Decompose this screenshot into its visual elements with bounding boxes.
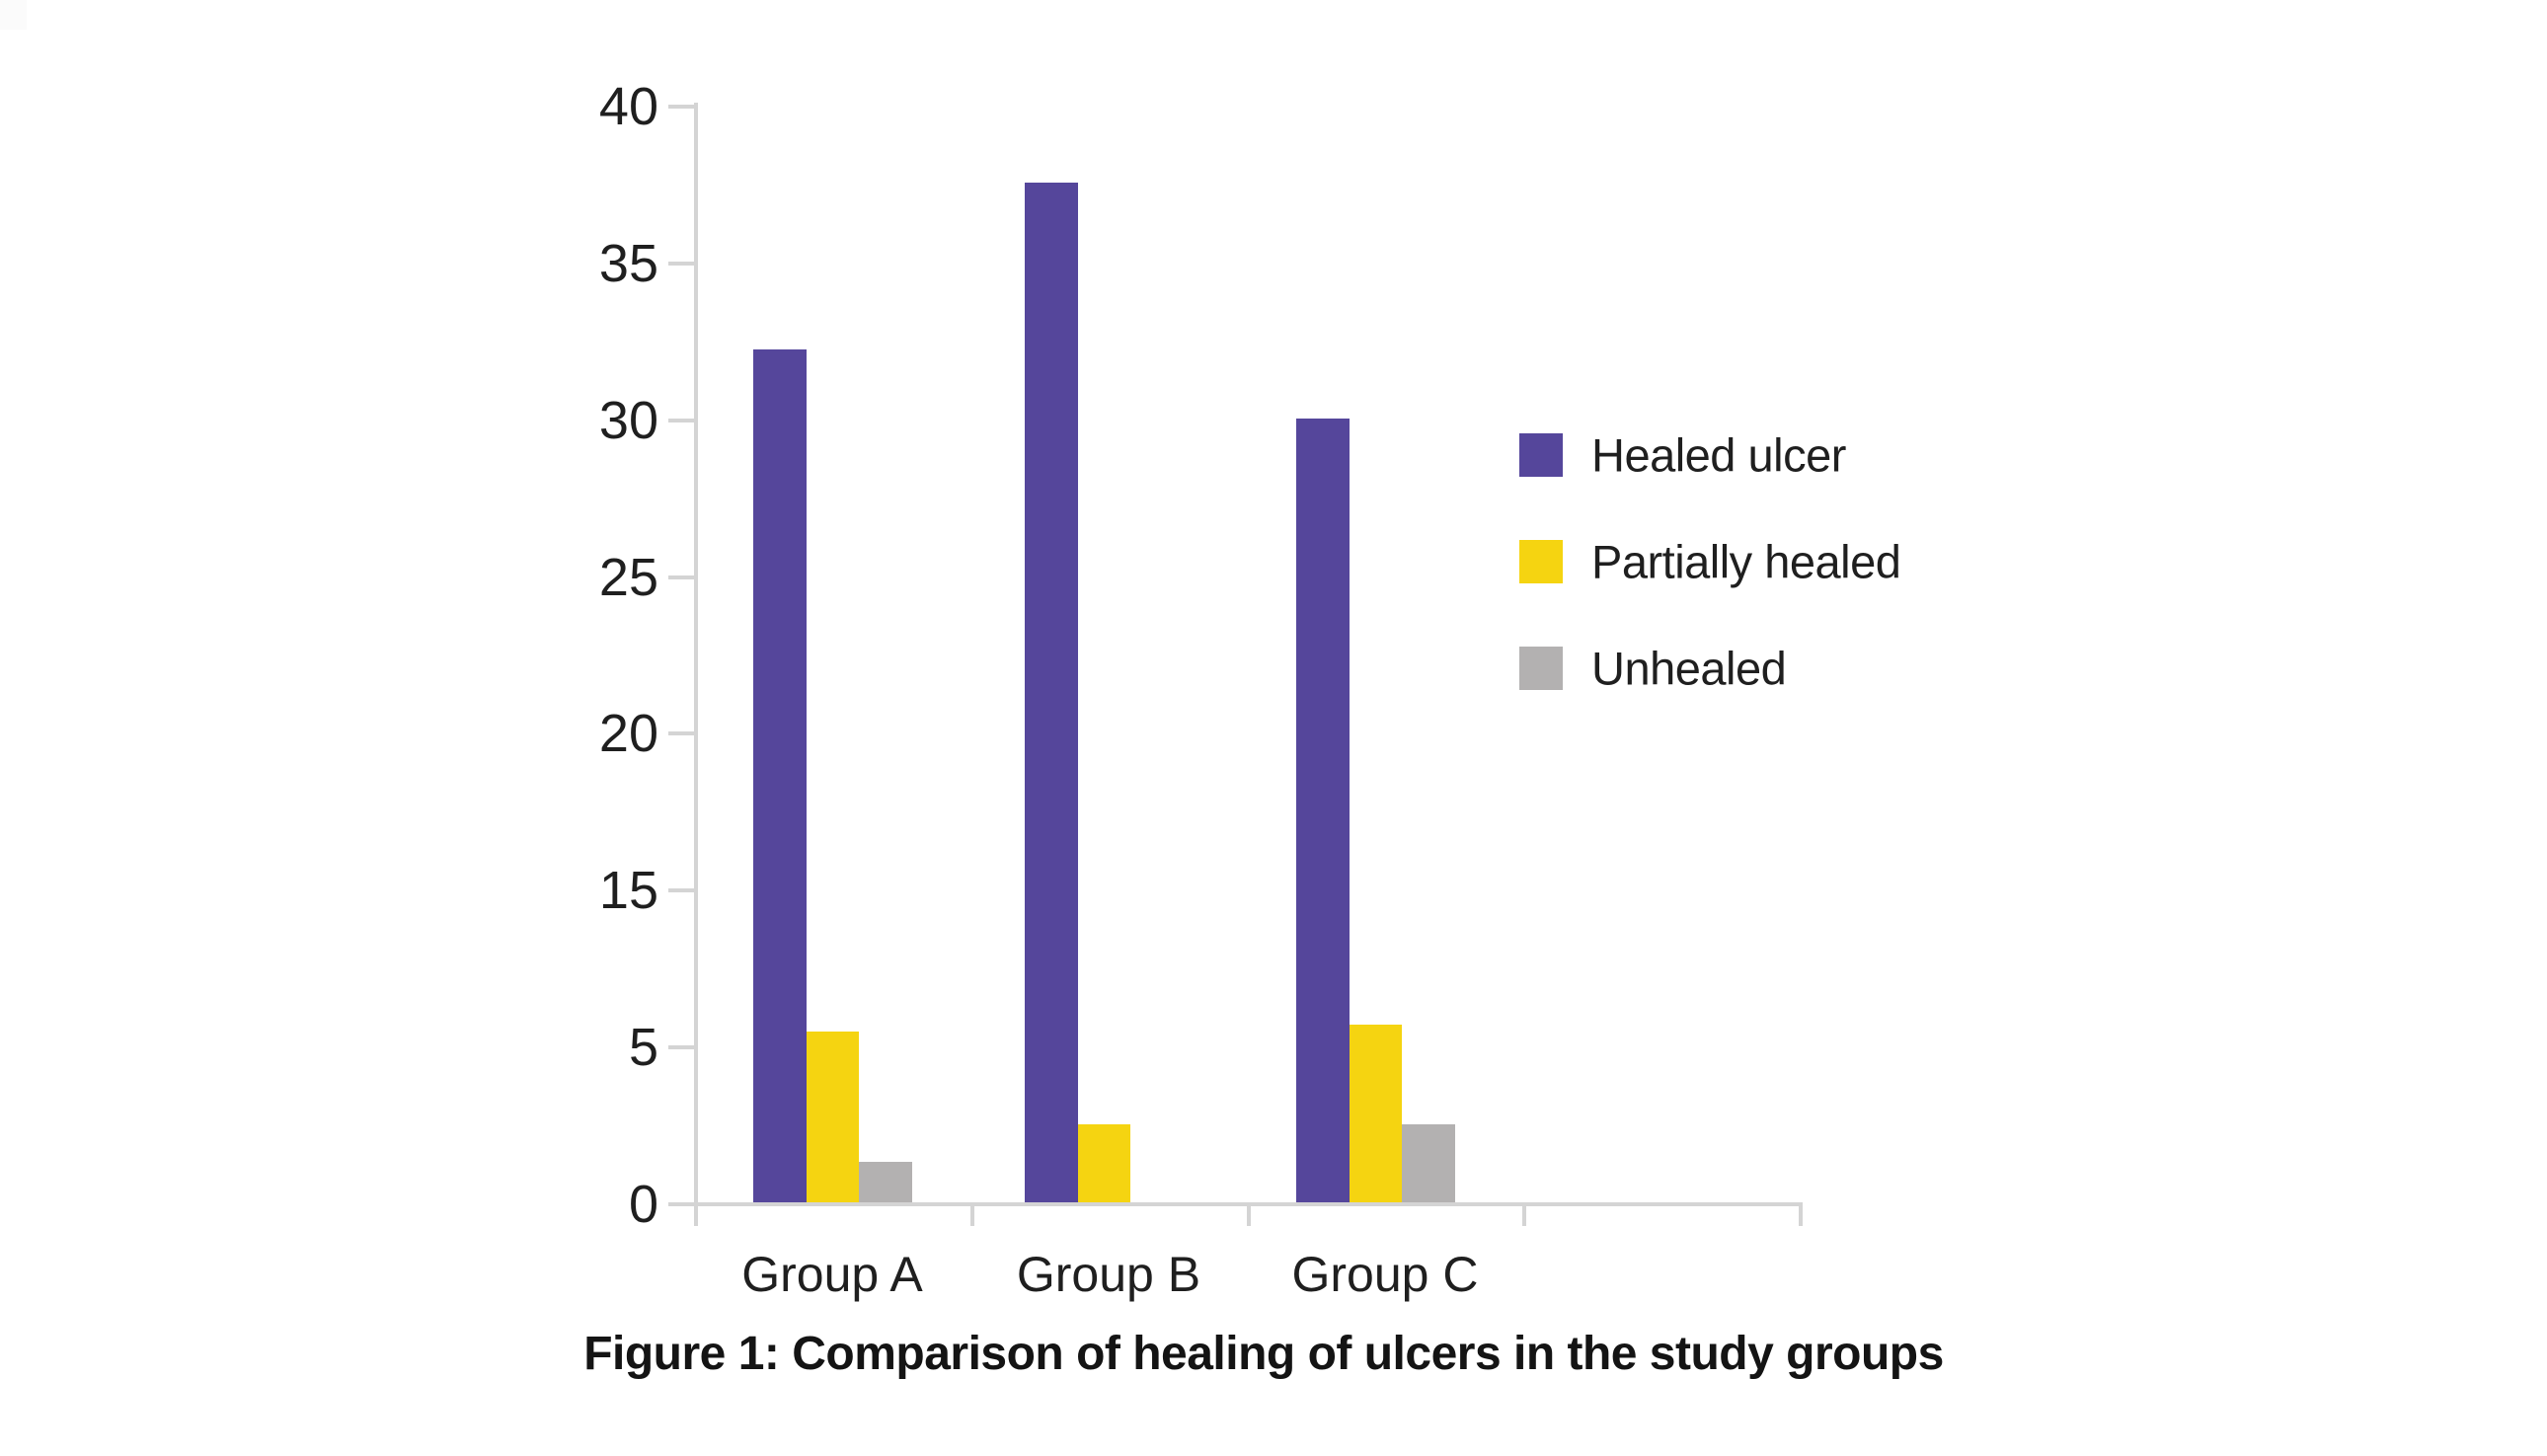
y-axis-tick — [668, 1045, 694, 1050]
legend-swatch-partially-healed — [1519, 540, 1563, 583]
x-axis-tick — [969, 1202, 974, 1226]
bar-group-b-partially-healed — [1077, 1123, 1130, 1202]
y-axis-tick — [668, 731, 694, 736]
y-axis-line — [694, 103, 698, 1226]
legend-label-healed-ulcer: Healed ulcer — [1591, 428, 1846, 482]
x-axis-category-label: Group C — [1291, 1247, 1479, 1302]
x-axis-tick — [1246, 1202, 1251, 1226]
y-axis-tick — [668, 575, 694, 579]
y-axis-tick — [668, 888, 694, 893]
bar-group-a-unhealed — [859, 1161, 912, 1202]
y-axis-tick-label: 5 — [628, 1018, 658, 1078]
x-axis-category-label: Group A — [741, 1247, 923, 1302]
legend-label-unhealed: Unhealed — [1591, 642, 1787, 695]
x-axis-line — [668, 1202, 1803, 1206]
bar-group-c-partially-healed — [1349, 1025, 1402, 1202]
x-axis-category-label: Group B — [1016, 1247, 1201, 1302]
legend-label-partially-healed: Partially healed — [1591, 535, 1901, 588]
y-axis-tick-label: 40 — [598, 77, 658, 136]
y-axis-tick-label: 20 — [598, 704, 658, 764]
y-axis-tick-label: 15 — [598, 861, 658, 921]
y-axis-tick-label: 0 — [628, 1175, 658, 1234]
y-axis-tick — [668, 105, 694, 109]
legend-swatch-unhealed — [1519, 647, 1563, 690]
legend-swatch-healed-ulcer — [1519, 433, 1563, 477]
y-axis-tick-label: 30 — [598, 390, 658, 450]
y-axis-tick-label: 25 — [598, 547, 658, 607]
y-axis-tick — [668, 1202, 694, 1206]
x-axis-tick — [1522, 1202, 1527, 1226]
x-axis-tick — [1799, 1202, 1803, 1226]
y-axis-tick-label: 35 — [598, 233, 658, 293]
corner-artifact — [0, 0, 27, 30]
y-axis-tick — [668, 261, 694, 266]
bar-group-c-healed-ulcer — [1296, 418, 1350, 1202]
bar-group-a-partially-healed — [806, 1031, 859, 1202]
bar-group-b-healed-ulcer — [1025, 183, 1078, 1202]
figure-caption: Figure 1: Comparison of healing of ulcer… — [583, 1328, 1944, 1380]
bar-group-a-healed-ulcer — [753, 348, 807, 1202]
bar-group-c-unhealed — [1402, 1123, 1455, 1202]
y-axis-tick — [668, 418, 694, 422]
